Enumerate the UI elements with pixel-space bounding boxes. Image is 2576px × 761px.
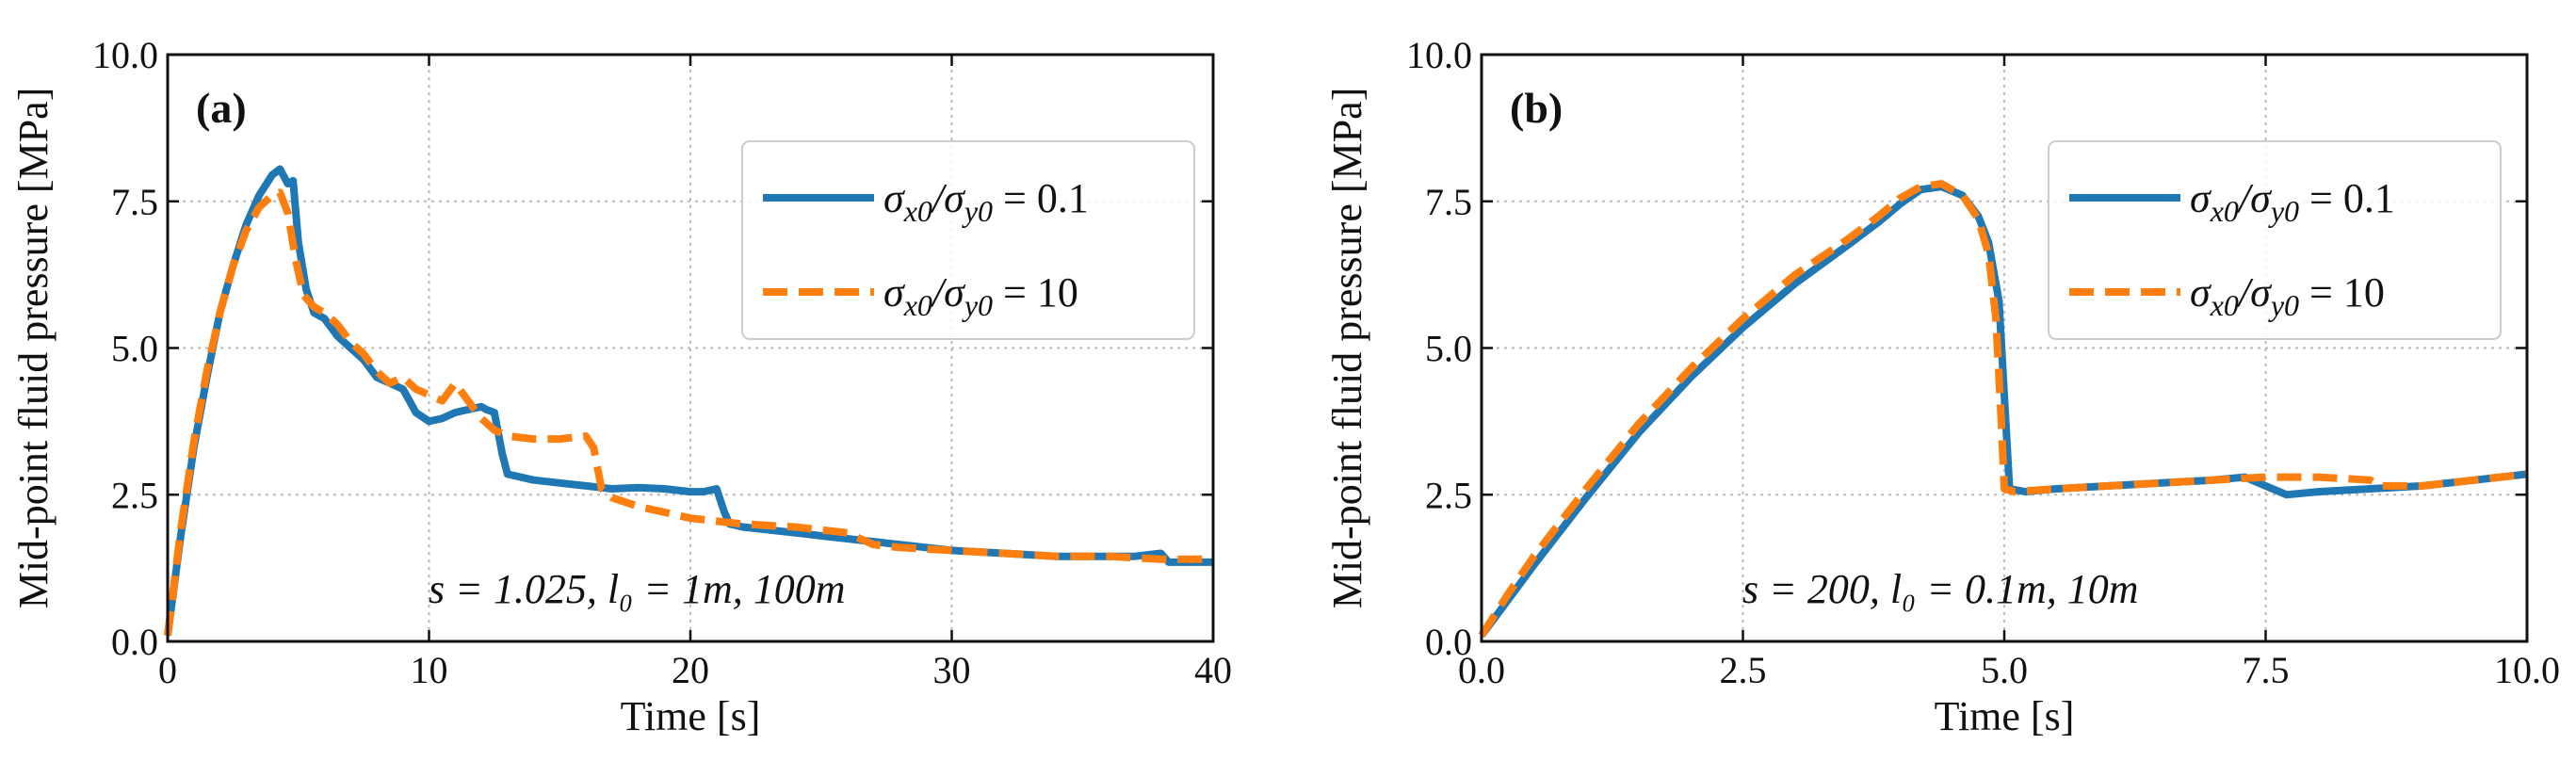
x-tick-label: 10.0 [2494,649,2560,691]
series-line-ratio-10 [1478,180,2528,638]
y-tick-label: 7.5 [111,181,158,223]
x-tick-label: 5.0 [1981,649,2028,691]
legend-entry-label: σx0/σy0 = 10 [2190,269,2385,322]
x-tick-label: 7.5 [2243,649,2290,691]
y-tick-label: 0.0 [1425,621,1472,663]
y-tick-label: 10.0 [92,34,158,76]
panel-label: (a) [196,84,247,132]
x-tick-label: 0 [158,649,177,691]
legend-entry-label: σx0/σy0 = 0.1 [2190,175,2395,228]
panel-label: (b) [1510,84,1563,132]
y-tick-label: 5.0 [1425,328,1472,370]
x-axis-label: Time [s] [1935,693,2075,739]
y-tick-label: 2.5 [1425,474,1472,516]
y-tick-label: 5.0 [111,328,158,370]
panel-a: 0 10 20 30 40 0.0 2.5 5.0 7.5 10.0 Time [s] Mid-poi… [10,34,1232,739]
y-tick-label: 10.0 [1406,34,1472,76]
legend: σx0/σy0 = 0.1 σx0/σy0 = 10 [2048,140,2502,340]
y-axis-label: Mid-point fluid pressure [MPa] [1324,88,1370,609]
legend-entry-label: σx0/σy0 = 0.1 [883,175,1089,228]
x-tick-label: 0.0 [1458,649,1505,691]
x-tick-label: 40 [1194,649,1232,691]
legend-entry-label: σx0/σy0 = 10 [883,269,1078,322]
x-tick-label: 2.5 [1720,649,1767,691]
x-axis-label: Time [s] [621,693,761,739]
panel-b: 0.0 2.5 5.0 7.5 10.0 0.0 2.5 5.0 7.5 10.0 Time [s]… [1324,34,2560,739]
x-tick-label: 20 [672,649,709,691]
series-line-ratio-10 [164,188,1213,637]
y-tick-label: 2.5 [111,474,158,516]
x-tick-label: 10 [411,649,448,691]
y-tick-label: 7.5 [1425,181,1472,223]
parameter-annotation: s = 200, l₀ = 0.1m, 10m [1742,566,2139,612]
parameter-annotation: s = 1.025, l₀ = 1m, 100m [429,566,846,612]
legend: σx0/σy0 = 0.1 σx0/σy0 = 10 [741,140,1195,340]
y-axis-label: Mid-point fluid pressure [MPa] [10,88,57,609]
y-tick-label: 0.0 [111,621,158,663]
x-tick-label: 30 [933,649,971,691]
series-line-ratio-0-1 [164,165,1213,637]
